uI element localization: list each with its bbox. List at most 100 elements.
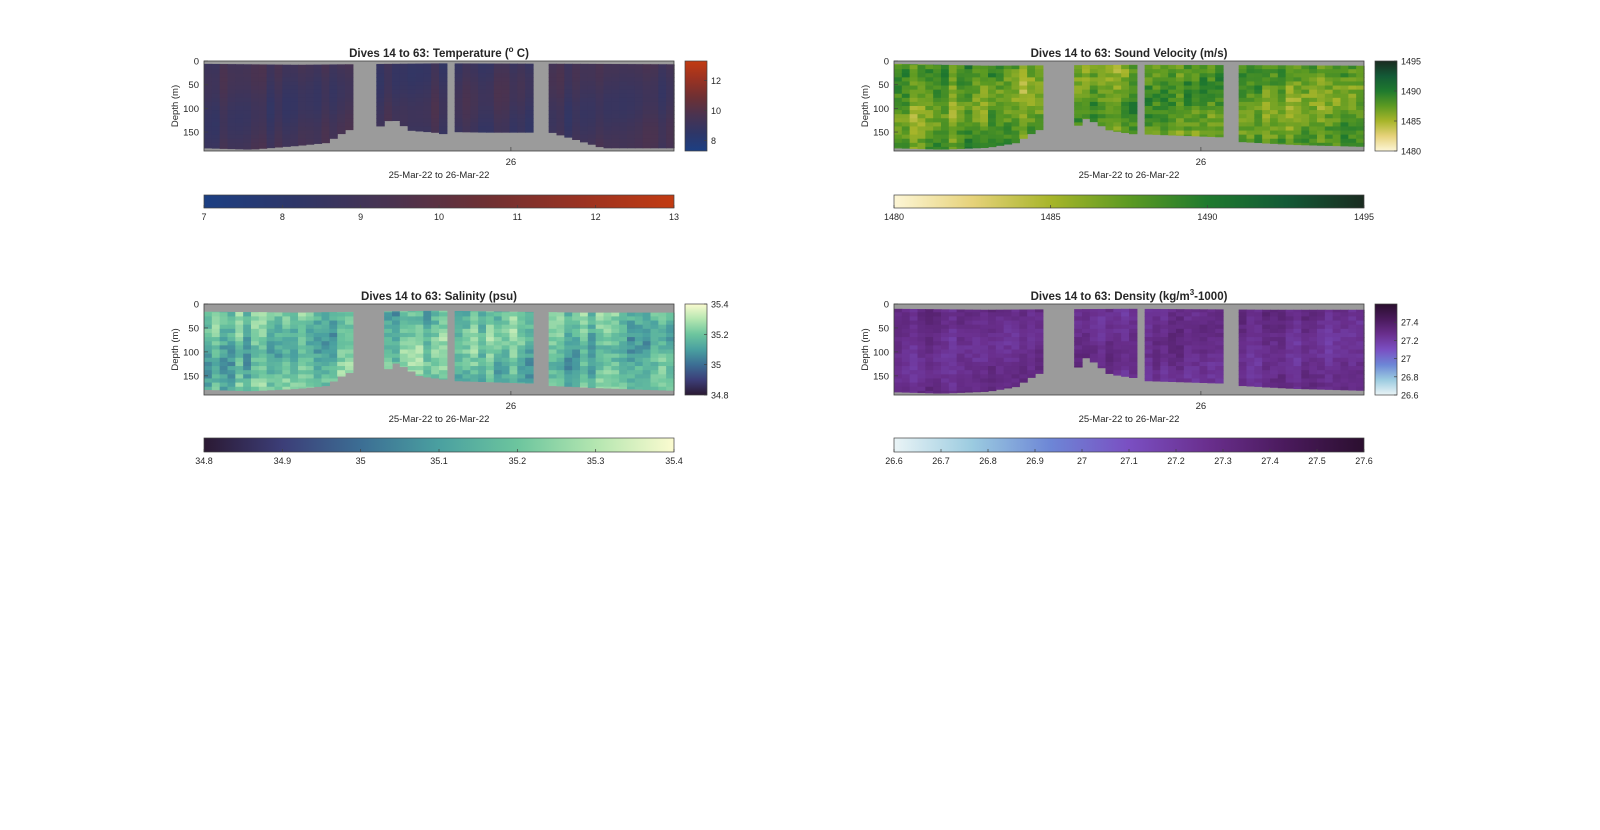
- data-cell: [274, 97, 283, 103]
- data-cell: [1168, 316, 1177, 322]
- data-cell: [517, 324, 526, 330]
- data-cell: [321, 328, 330, 334]
- data-cell: [556, 93, 565, 99]
- side-colorbar: [1374, 303, 1398, 396]
- data-cell: [1309, 320, 1318, 326]
- data-cell: [1246, 81, 1255, 87]
- data-cell: [1082, 320, 1091, 326]
- data-cell: [548, 126, 558, 132]
- data-cell: [1074, 316, 1083, 322]
- data-cell: [1324, 106, 1334, 111]
- data-cell: [313, 118, 323, 123]
- data-cell: [274, 142, 283, 148]
- data-cell: [211, 370, 221, 375]
- data-cell: [517, 106, 526, 111]
- data-cell: [587, 118, 597, 123]
- data-cell: [1097, 77, 1107, 83]
- data-cell: [1324, 312, 1334, 318]
- data-cell: [1262, 97, 1271, 103]
- data-cell: [587, 328, 597, 334]
- bottom-colorbar-tick-label: 26.9: [1026, 456, 1044, 466]
- data-cell: [1262, 312, 1271, 318]
- data-cell: [1356, 349, 1365, 355]
- data-cell: [980, 345, 989, 351]
- data-cell: [251, 312, 260, 318]
- data-cell: [964, 126, 973, 132]
- data-cell: [211, 77, 221, 83]
- data-cell: [1332, 114, 1342, 119]
- data-cell: [313, 341, 323, 346]
- data-cell: [439, 106, 448, 111]
- data-cell: [556, 85, 565, 91]
- data-cell: [1027, 101, 1036, 107]
- data-cell: [948, 328, 958, 334]
- data-cell: [243, 93, 252, 99]
- data-cell: [627, 361, 636, 367]
- data-cell: [1262, 345, 1271, 351]
- data-cell: [956, 126, 966, 132]
- data-cell: [337, 73, 346, 78]
- data-cell: [980, 324, 989, 330]
- data-cell: [948, 357, 958, 363]
- data-cell: [658, 316, 667, 322]
- data-cell: [501, 106, 511, 111]
- data-cell: [556, 324, 565, 330]
- data-cell: [925, 332, 934, 338]
- data-cell: [525, 106, 534, 111]
- data-cell: [1270, 382, 1279, 388]
- data-cell: [1277, 328, 1287, 334]
- data-cell: [501, 97, 511, 103]
- data-cell: [423, 353, 432, 359]
- data-cell: [666, 138, 675, 144]
- data-cell: [305, 324, 315, 330]
- data-cell: [1129, 65, 1138, 70]
- data-cell: [1003, 65, 1013, 70]
- data-cell: [1191, 357, 1201, 363]
- data-cell: [909, 378, 919, 384]
- data-cell: [470, 328, 479, 334]
- data-cell: [572, 85, 581, 91]
- data-cell: [995, 118, 1005, 123]
- data-cell: [1262, 316, 1271, 322]
- data-cell: [1082, 337, 1091, 342]
- bottom-colorbar-tick-label: 35.1: [430, 456, 448, 466]
- data-cell: [1293, 142, 1302, 146]
- data-cell: [595, 316, 605, 322]
- data-cell: [501, 370, 511, 375]
- data-cell: [454, 106, 464, 111]
- data-cell: [1097, 85, 1107, 91]
- data-cell: [894, 81, 903, 87]
- data-cell: [580, 328, 589, 334]
- data-cell: [219, 77, 229, 83]
- data-cell: [1254, 382, 1263, 387]
- data-cell: [650, 97, 659, 103]
- data-cell: [941, 328, 950, 334]
- data-cell: [204, 73, 213, 78]
- data-cell: [1215, 118, 1224, 123]
- data-cell: [1254, 337, 1263, 342]
- data-cell: [611, 106, 620, 111]
- data-cell: [1356, 130, 1365, 136]
- data-cell: [329, 316, 338, 322]
- data-cell: [556, 328, 565, 334]
- data-cell: [1168, 118, 1177, 123]
- data-cell: [1183, 134, 1193, 137]
- data-cell: [204, 138, 213, 144]
- data-cell: [1097, 337, 1107, 342]
- data-cell: [1246, 378, 1255, 384]
- data-cell: [1238, 81, 1248, 87]
- data-cell: [1035, 316, 1044, 322]
- data-cell: [1285, 378, 1295, 384]
- data-cell: [470, 73, 479, 78]
- data-cell: [595, 320, 605, 326]
- data-cell: [525, 93, 534, 99]
- data-cell: [909, 89, 919, 95]
- data-cell: [1340, 324, 1349, 330]
- data-cell: [211, 134, 221, 140]
- data-cell: [204, 81, 213, 87]
- data-cell: [1277, 309, 1287, 313]
- data-cell: [337, 341, 346, 346]
- data-cell: [1035, 324, 1044, 330]
- data-cell: [478, 65, 487, 70]
- data-cell: [964, 366, 973, 371]
